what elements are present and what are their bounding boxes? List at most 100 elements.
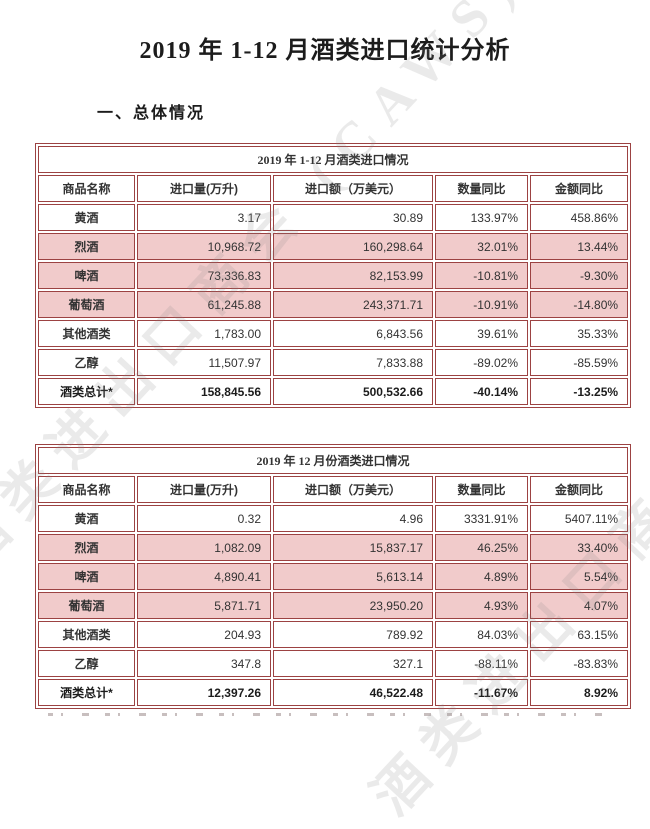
value-cell: -11.67% [435, 679, 528, 706]
section-heading: 一、总体情况 [97, 105, 206, 122]
value-cell: 1,783.00 [137, 320, 271, 347]
column-header: 商品名称 [38, 476, 135, 503]
column-header: 商品名称 [38, 175, 135, 202]
value-cell: -10.91% [435, 291, 528, 318]
value-cell: 789.92 [273, 621, 433, 648]
value-cell: -85.59% [530, 349, 629, 376]
table-row: 其他酒类 1,783.00 6,843.56 39.61% 35.33% [38, 320, 629, 347]
value-cell: 46.25% [435, 534, 528, 561]
table-header-row: 商品名称 进口量(万升) 进口额（万美元） 数量同比 金额同比 [38, 175, 629, 202]
value-cell: 4.93% [435, 592, 528, 619]
value-cell: 158,845.56 [137, 378, 271, 405]
column-header: 金额同比 [530, 476, 629, 503]
product-name-cell: 酒类总计* [38, 679, 135, 706]
table-row: 啤酒 4,890.41 5,613.14 4.89% 5.54% [38, 563, 629, 590]
value-cell: 5407.11% [530, 505, 629, 532]
value-cell: 160,298.64 [273, 233, 433, 260]
product-name-cell: 啤酒 [38, 563, 135, 590]
table-row: 烈酒 1,082.09 15,837.17 46.25% 33.40% [38, 534, 629, 561]
product-name-cell: 葡萄酒 [38, 592, 135, 619]
column-header: 数量同比 [435, 175, 528, 202]
value-cell: 12,397.26 [137, 679, 271, 706]
table-row: 乙醇 347.8 327.1 -88.11% -83.83% [38, 650, 629, 677]
table-row: 啤酒 73,336.83 82,153.99 -10.81% -9.30% [38, 262, 629, 289]
value-cell: 73,336.83 [137, 262, 271, 289]
value-cell: 4.07% [530, 592, 629, 619]
column-header: 金额同比 [530, 175, 629, 202]
value-cell: 46,522.48 [273, 679, 433, 706]
table-title: 2019 年 1-12 月酒类进口情况 [38, 146, 629, 173]
product-name-cell: 乙醇 [38, 349, 135, 376]
value-cell: -9.30% [530, 262, 629, 289]
value-cell: 11,507.97 [137, 349, 271, 376]
value-cell: 1,082.09 [137, 534, 271, 561]
value-cell: 4,890.41 [137, 563, 271, 590]
value-cell: 458.86% [530, 204, 629, 231]
product-name-cell: 乙醇 [38, 650, 135, 677]
report-page: 2019 年 1-12 月酒类进口统计分析 一、总体情况 2019 年 1-12… [35, 38, 632, 716]
value-cell: 3.17 [137, 204, 271, 231]
value-cell: 5,871.71 [137, 592, 271, 619]
value-cell: -13.25% [530, 378, 629, 405]
value-cell: 13.44% [530, 233, 629, 260]
value-cell: 7,833.88 [273, 349, 433, 376]
value-cell: 4.89% [435, 563, 528, 590]
value-cell: 6,843.56 [273, 320, 433, 347]
column-header: 数量同比 [435, 476, 528, 503]
column-header: 进口量(万升) [137, 175, 271, 202]
value-cell: 84.03% [435, 621, 528, 648]
value-cell: 3331.91% [435, 505, 528, 532]
table-row: 葡萄酒 5,871.71 23,950.20 4.93% 4.07% [38, 592, 629, 619]
product-name-cell: 烈酒 [38, 233, 135, 260]
table-row: 酒类总计* 158,845.56 500,532.66 -40.14% -13.25% [38, 378, 629, 405]
value-cell: 243,371.71 [273, 291, 433, 318]
value-cell: 500,532.66 [273, 378, 433, 405]
table-row: 黄酒 0.32 4.96 3331.91% 5407.11% [38, 505, 629, 532]
column-header: 进口量(万升) [137, 476, 271, 503]
page-title: 2019 年 1-12 月酒类进口统计分析 [139, 38, 511, 64]
value-cell: 63.15% [530, 621, 629, 648]
table-row: 黄酒 3.17 30.89 133.97% 458.86% [38, 204, 629, 231]
table-title: 2019 年 12 月份酒类进口情况 [38, 447, 629, 474]
table-row: 酒类总计* 12,397.26 46,522.48 -11.67% 8.92% [38, 679, 629, 706]
value-cell: -14.80% [530, 291, 629, 318]
product-name-cell: 黄酒 [38, 204, 135, 231]
value-cell: 82,153.99 [273, 262, 433, 289]
value-cell: -88.11% [435, 650, 528, 677]
illegible-footnote-marks [48, 713, 608, 716]
value-cell: 8.92% [530, 679, 629, 706]
value-cell: 23,950.20 [273, 592, 433, 619]
value-cell: 0.32 [137, 505, 271, 532]
product-name-cell: 酒类总计* [38, 378, 135, 405]
column-header: 进口额（万美元） [273, 476, 433, 503]
product-name-cell: 黄酒 [38, 505, 135, 532]
table-row: 其他酒类 204.93 789.92 84.03% 63.15% [38, 621, 629, 648]
value-cell: 4.96 [273, 505, 433, 532]
value-cell: -10.81% [435, 262, 528, 289]
value-cell: 32.01% [435, 233, 528, 260]
value-cell: 327.1 [273, 650, 433, 677]
value-cell: -89.02% [435, 349, 528, 376]
product-name-cell: 葡萄酒 [38, 291, 135, 318]
value-cell: 39.61% [435, 320, 528, 347]
value-cell: 10,968.72 [137, 233, 271, 260]
value-cell: 133.97% [435, 204, 528, 231]
product-name-cell: 其他酒类 [38, 621, 135, 648]
value-cell: 204.93 [137, 621, 271, 648]
table-header-row: 商品名称 进口量(万升) 进口额（万美元） 数量同比 金额同比 [38, 476, 629, 503]
table-row: 烈酒 10,968.72 160,298.64 32.01% 13.44% [38, 233, 629, 260]
import-table-december: 2019 年 12 月份酒类进口情况 商品名称 进口量(万升) 进口额（万美元） 数量同… [35, 444, 632, 709]
product-name-cell: 啤酒 [38, 262, 135, 289]
value-cell: -40.14% [435, 378, 528, 405]
table-row: 乙醇 11,507.97 7,833.88 -89.02% -85.59% [38, 349, 629, 376]
value-cell: 347.8 [137, 650, 271, 677]
value-cell: -83.83% [530, 650, 629, 677]
column-header: 进口额（万美元） [273, 175, 433, 202]
product-name-cell: 烈酒 [38, 534, 135, 561]
table-row: 葡萄酒 61,245.88 243,371.71 -10.91% -14.80% [38, 291, 629, 318]
import-table-annual: 2019 年 1-12 月酒类进口情况 商品名称 进口量(万升) 进口额（万美元） 数量… [35, 143, 632, 408]
value-cell: 61,245.88 [137, 291, 271, 318]
value-cell: 33.40% [530, 534, 629, 561]
product-name-cell: 其他酒类 [38, 320, 135, 347]
value-cell: 35.33% [530, 320, 629, 347]
